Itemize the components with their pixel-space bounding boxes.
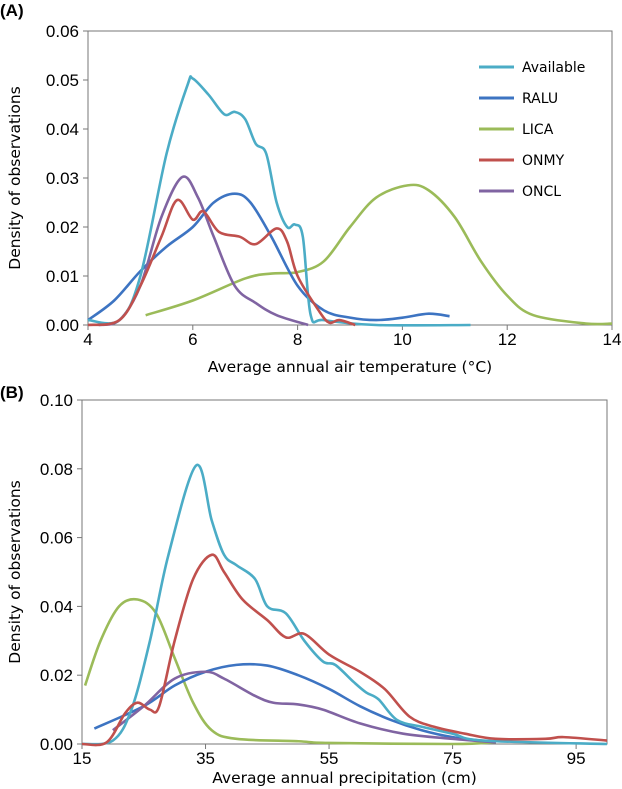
y-tick-label: 0.02 xyxy=(46,218,79,237)
x-tick-label: 8 xyxy=(293,330,302,349)
x-tick-label: 6 xyxy=(188,330,197,349)
x-tick-label: 15 xyxy=(73,749,92,768)
chart-panel-a: (A) 0.00 0.01 0.02 0.03 0.04 0.05 0.06 4 6 8 10 12 14… xyxy=(0,1,621,376)
legend-label: ONCL xyxy=(522,184,561,200)
series-line-available xyxy=(81,463,608,746)
y-tick-label: 0.04 xyxy=(46,120,79,139)
y-tick-label: 0.01 xyxy=(46,267,79,286)
legend-item-available: Available xyxy=(479,60,585,76)
x-tick-label: 75 xyxy=(443,749,462,768)
panel-label: (B) xyxy=(0,383,24,402)
x-tick-label: 55 xyxy=(320,749,339,768)
legend-label: LICA xyxy=(522,122,554,138)
y-tick-label: 0.05 xyxy=(46,71,79,90)
series-line-lica xyxy=(145,183,613,326)
y-tick-label: 0.06 xyxy=(40,529,73,548)
legend-label: ONMY xyxy=(522,153,565,169)
legend-label: RALU xyxy=(522,91,558,107)
x-tick-label: 10 xyxy=(393,330,412,349)
series-line-onmy xyxy=(87,198,356,327)
y-tick-label: 0.02 xyxy=(40,666,73,685)
chart-panel-b: (B) 0.00 0.02 0.04 0.06 0.08 0.10 15 35 55 75 95 Ave… xyxy=(0,383,608,787)
series-line-lica xyxy=(83,597,496,746)
y-axis-label: Density of observations xyxy=(6,86,24,269)
y-tick-label: 0.10 xyxy=(40,391,73,410)
series-line-ralu xyxy=(87,192,450,322)
series-line-available xyxy=(87,75,471,327)
x-tick-label: 35 xyxy=(196,749,215,768)
y-tick-label: 0.00 xyxy=(40,735,73,754)
legend: Available RALU LICA ONMY ONCL xyxy=(479,60,585,200)
x-tick-label: 4 xyxy=(83,330,92,349)
legend-label: Available xyxy=(522,60,585,76)
series-line-onmy xyxy=(81,553,608,747)
x-axis-label: Average annual air temperature (°C) xyxy=(208,358,492,376)
x-tick-label: 95 xyxy=(567,749,586,768)
series-line-oncl xyxy=(112,670,496,744)
legend-item-onmy: ONMY xyxy=(479,153,565,169)
x-tick-label: 14 xyxy=(603,330,622,349)
legend-item-oncl: ONCL xyxy=(479,184,561,200)
legend-item-lica: LICA xyxy=(479,122,554,138)
x-axis-label: Average annual precipitation (cm) xyxy=(212,769,477,787)
x-tick-label: 12 xyxy=(498,330,517,349)
panel-label: (A) xyxy=(0,1,24,20)
y-tick-label: 0.06 xyxy=(46,22,79,41)
y-tick-label: 0.00 xyxy=(46,316,79,335)
y-tick-label: 0.08 xyxy=(40,460,73,479)
series-line-ralu xyxy=(93,662,496,744)
y-axis-label: Density of observations xyxy=(6,480,24,663)
legend-item-ralu: RALU xyxy=(479,91,558,107)
plot-frame xyxy=(81,399,608,745)
y-tick-label: 0.03 xyxy=(46,169,79,188)
y-tick-label: 0.04 xyxy=(40,597,73,616)
